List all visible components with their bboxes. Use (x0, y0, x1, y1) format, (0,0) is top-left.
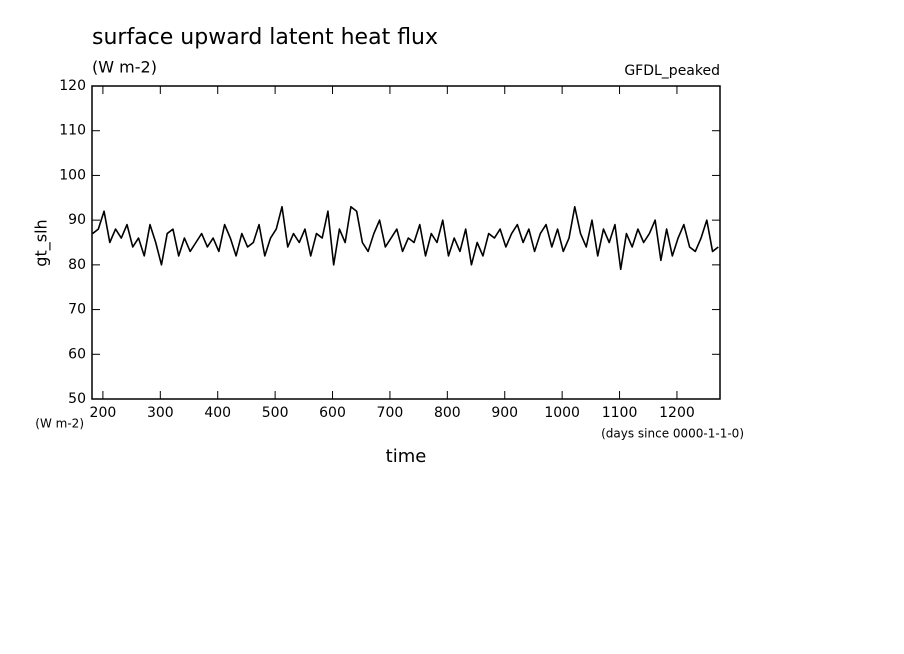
plot-frame (91, 85, 721, 400)
y-tick-label: 80 (68, 257, 86, 273)
x-tick-label: 1200 (659, 405, 695, 421)
y-tick-label: 70 (68, 302, 86, 318)
chart-title: surface upward latent heat flux (92, 25, 438, 50)
y-axis-label: gt_slh (32, 219, 52, 266)
x-tick-label: 200 (90, 405, 117, 421)
x-tick-label: 1100 (602, 405, 638, 421)
x-tick-label: 700 (377, 405, 404, 421)
y-tick-label: 50 (68, 391, 86, 407)
x-tick-label: 1000 (544, 405, 580, 421)
x-tick-label: 900 (491, 405, 518, 421)
x-tick-label: 600 (319, 405, 346, 421)
y-tick-label: 60 (68, 346, 86, 362)
y-axis-units: (W m-2) (35, 417, 84, 431)
y-tick-label: 120 (59, 78, 86, 94)
y-tick-label: 90 (68, 212, 86, 228)
data-line (92, 205, 719, 271)
x-tick-label: 300 (147, 405, 174, 421)
y-tick-label: 110 (59, 123, 86, 139)
chart-subtitle: (W m-2) (92, 58, 157, 77)
x-axis-units: (days since 0000-1-1-0) (601, 427, 744, 441)
x-tick-label: 800 (434, 405, 461, 421)
x-tick-label: 400 (204, 405, 231, 421)
y-tick-label: 100 (59, 167, 86, 183)
x-tick-label: 500 (262, 405, 289, 421)
x-axis-label: time (386, 446, 427, 467)
annotation: GFDL_peaked (624, 63, 720, 79)
